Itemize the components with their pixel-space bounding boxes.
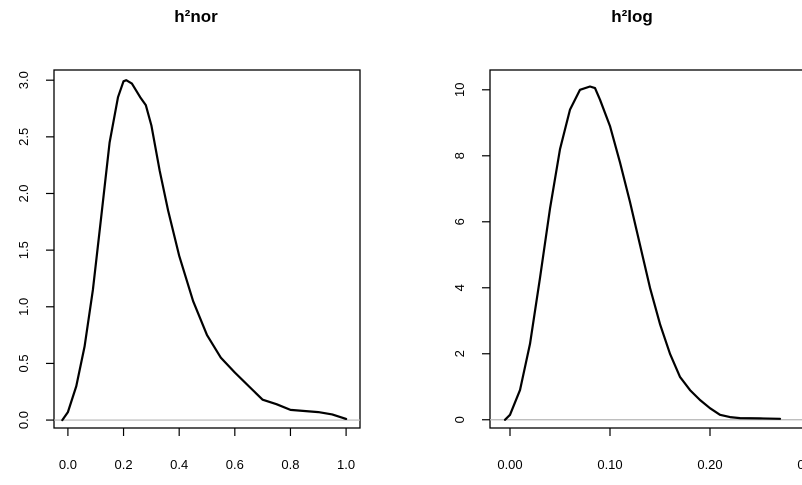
y-tick-label: 8: [452, 152, 467, 159]
y-tick-label: 0: [452, 416, 467, 423]
plot-frame: [489, 69, 802, 429]
y-tick-label: 3.0: [16, 71, 31, 89]
y-tick-label: 10: [452, 83, 467, 97]
density-curve: [61, 79, 348, 422]
chart-panel-h2log: h²log 0.00 0.10 0.20 0.30 0 2 4 6 8 10: [452, 7, 802, 472]
x-tick-label: 0.2: [115, 457, 133, 472]
y-tick-label: 4: [452, 284, 467, 291]
y-tick-label: 2.0: [16, 184, 31, 202]
chart-title: h²log: [611, 7, 653, 26]
density-curve: [503, 85, 782, 421]
x-tick-label: 0.00: [497, 457, 522, 472]
x-tick-label: 0.4: [170, 457, 188, 472]
x-tick-label: 0.8: [281, 457, 299, 472]
y-tick-label: 1.5: [16, 241, 31, 259]
x-tick-label: 0.20: [697, 457, 722, 472]
x-tick-label: 0.10: [597, 457, 622, 472]
y-tick-label: 6: [452, 218, 467, 225]
x-tick-label: 0.6: [226, 457, 244, 472]
y-tick-label: 0.5: [16, 354, 31, 372]
x-tick-label: 0.0: [59, 457, 77, 472]
y-tick-label: 0.0: [16, 411, 31, 429]
x-tick-label: 0.30: [797, 457, 802, 472]
y-tick-label: 2: [452, 350, 467, 357]
chart-title: h²nor: [174, 7, 218, 26]
plot-frame: [53, 69, 361, 429]
x-tick-label: 1.0: [337, 457, 355, 472]
axis-ticks: 0.00 0.10 0.20 0.30 0 2 4 6 8 10: [452, 83, 802, 472]
y-tick-label: 1.0: [16, 298, 31, 316]
axis-ticks: 0.0 0.2 0.4 0.6 0.8 1.0 0.0 0.5 1.0 1.5 2.0 2.5 3.0: [16, 71, 355, 472]
chart-panel-h2nor: h²nor 0.0 0.2 0.4 0.6 0.8 1.0 0.0 0.5 1.0 1.5 2.0 2…: [16, 7, 361, 472]
y-tick-label: 2.5: [16, 128, 31, 146]
